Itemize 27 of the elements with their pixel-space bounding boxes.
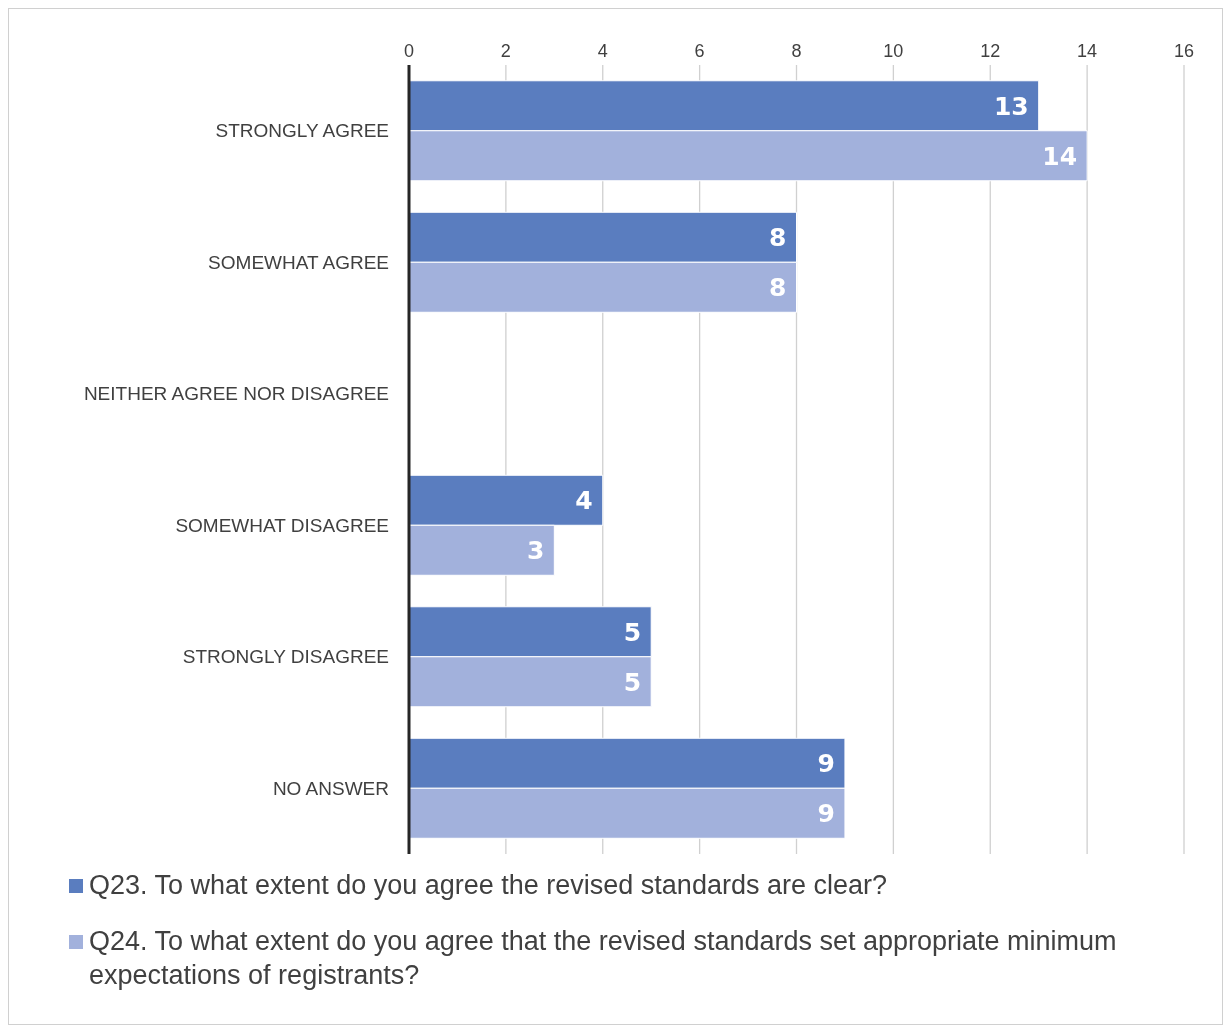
y-tick-label: STRONGLY AGREE — [215, 120, 389, 142]
legend-label: Q24. To what extent do you agree that the revised standards set appropriate minimum expectations of registrants? — [89, 925, 1118, 992]
data-label: 4 — [575, 486, 593, 516]
y-tick-label: SOMEWHAT AGREE — [208, 251, 389, 273]
x-tick-label: 12 — [980, 41, 1001, 61]
legend-label: Q23. To what extent do you agree the revised standards are clear? — [89, 869, 887, 902]
y-tick-label: SOMEWHAT DISAGREE — [175, 514, 389, 536]
y-tick-label: NO ANSWER — [272, 777, 389, 799]
data-label: 5 — [623, 667, 642, 697]
x-tick-label: 4 — [597, 41, 608, 61]
x-tick-label: 8 — [791, 41, 802, 61]
x-tick-label: 6 — [694, 41, 705, 61]
data-label: 9 — [817, 799, 835, 829]
data-label: 3 — [526, 536, 545, 566]
y-tick-label: NEITHER AGREE NOR DISAGREE — [83, 383, 389, 405]
data-label: 8 — [769, 273, 787, 303]
y-tick-label: STRONGLY DISAGREE — [182, 646, 389, 668]
x-tick-label: 10 — [883, 41, 904, 61]
x-tick-label: 14 — [1077, 41, 1098, 61]
x-tick-label: 0 — [403, 41, 415, 61]
data-label: 9 — [817, 749, 835, 779]
data-label: 14 — [1042, 141, 1078, 171]
data-label: 8 — [769, 223, 787, 253]
data-label: 5 — [623, 617, 642, 647]
x-tick-label: 16 — [1173, 41, 1195, 61]
data-label: 13 — [993, 91, 1029, 121]
x-tick-label: 2 — [500, 41, 511, 61]
